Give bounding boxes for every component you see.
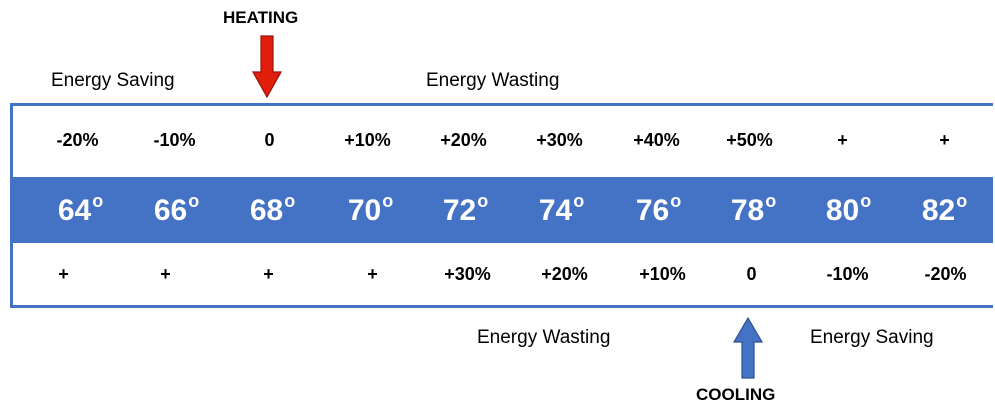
cooling-pct-68: +	[263, 264, 274, 284]
heating-pct-72: +20%	[440, 130, 487, 150]
temperature-82: 82o	[921, 191, 968, 227]
degree-mark: o	[284, 191, 296, 211]
degree-mark: o	[860, 191, 872, 211]
temperature-80: 80o	[825, 191, 872, 227]
temperature-band: 64o 66o 68o 70o 72o 74o 76o 78o 80o 82o	[13, 177, 993, 243]
degree-mark: o	[92, 191, 104, 211]
temperature-64: 64o	[57, 191, 104, 227]
cooling-pct-64: +	[58, 264, 69, 284]
heating-pct-66: -10%	[153, 130, 196, 150]
temperature-74: 74o	[538, 191, 585, 227]
degree-mark: o	[956, 191, 968, 211]
degree-mark: o	[670, 191, 682, 211]
cooling-pct-72: +30%	[444, 264, 491, 284]
heating-pct-70: +10%	[344, 130, 391, 150]
temperature-70: 70o	[347, 191, 394, 227]
degree-mark: o	[382, 191, 394, 211]
heating-arrow-icon	[252, 35, 282, 98]
bottom-left-energy-wasting: Energy Wasting	[477, 327, 611, 348]
temperature-78: 78o	[730, 191, 777, 227]
cooling-pct-70: +	[367, 264, 378, 284]
temperature-66: 66o	[153, 191, 200, 227]
heating-pct-74: +30%	[536, 130, 583, 150]
cooling-pct-74: +20%	[541, 264, 588, 284]
heating-pct-78: +50%	[726, 130, 773, 150]
cooling-label: COOLING	[696, 385, 776, 404]
heating-pct-82: +	[939, 130, 950, 150]
bottom-right-energy-saving: Energy Saving	[810, 327, 934, 348]
temperature-76: 76o	[635, 191, 682, 227]
degree-mark: o	[477, 191, 489, 211]
temperature-68: 68o	[249, 191, 296, 227]
heating-pct-76: +40%	[633, 130, 680, 150]
cooling-pct-66: +	[160, 264, 171, 284]
cooling-pct-76: +10%	[639, 264, 686, 284]
cooling-pct-78: 0	[746, 264, 757, 284]
heating-pct-68: 0	[264, 130, 275, 150]
degree-mark: o	[188, 191, 200, 211]
cooling-pct-80: -10%	[826, 264, 869, 284]
top-right-energy-wasting: Energy Wasting	[426, 70, 560, 91]
temperature-scale-panel: -20% -10% 0 +10% +20% +30% +40% +50% + +…	[10, 103, 993, 308]
degree-mark: o	[573, 191, 585, 211]
degree-mark: o	[765, 191, 777, 211]
heating-pct-64: -20%	[56, 130, 99, 150]
heating-pct-80: +	[837, 130, 848, 150]
top-left-energy-saving: Energy Saving	[51, 70, 175, 91]
cooling-arrow-icon	[733, 317, 763, 379]
heating-label: HEATING	[223, 8, 299, 27]
cooling-pct-82: -20%	[924, 264, 967, 284]
temperature-72: 72o	[442, 191, 489, 227]
